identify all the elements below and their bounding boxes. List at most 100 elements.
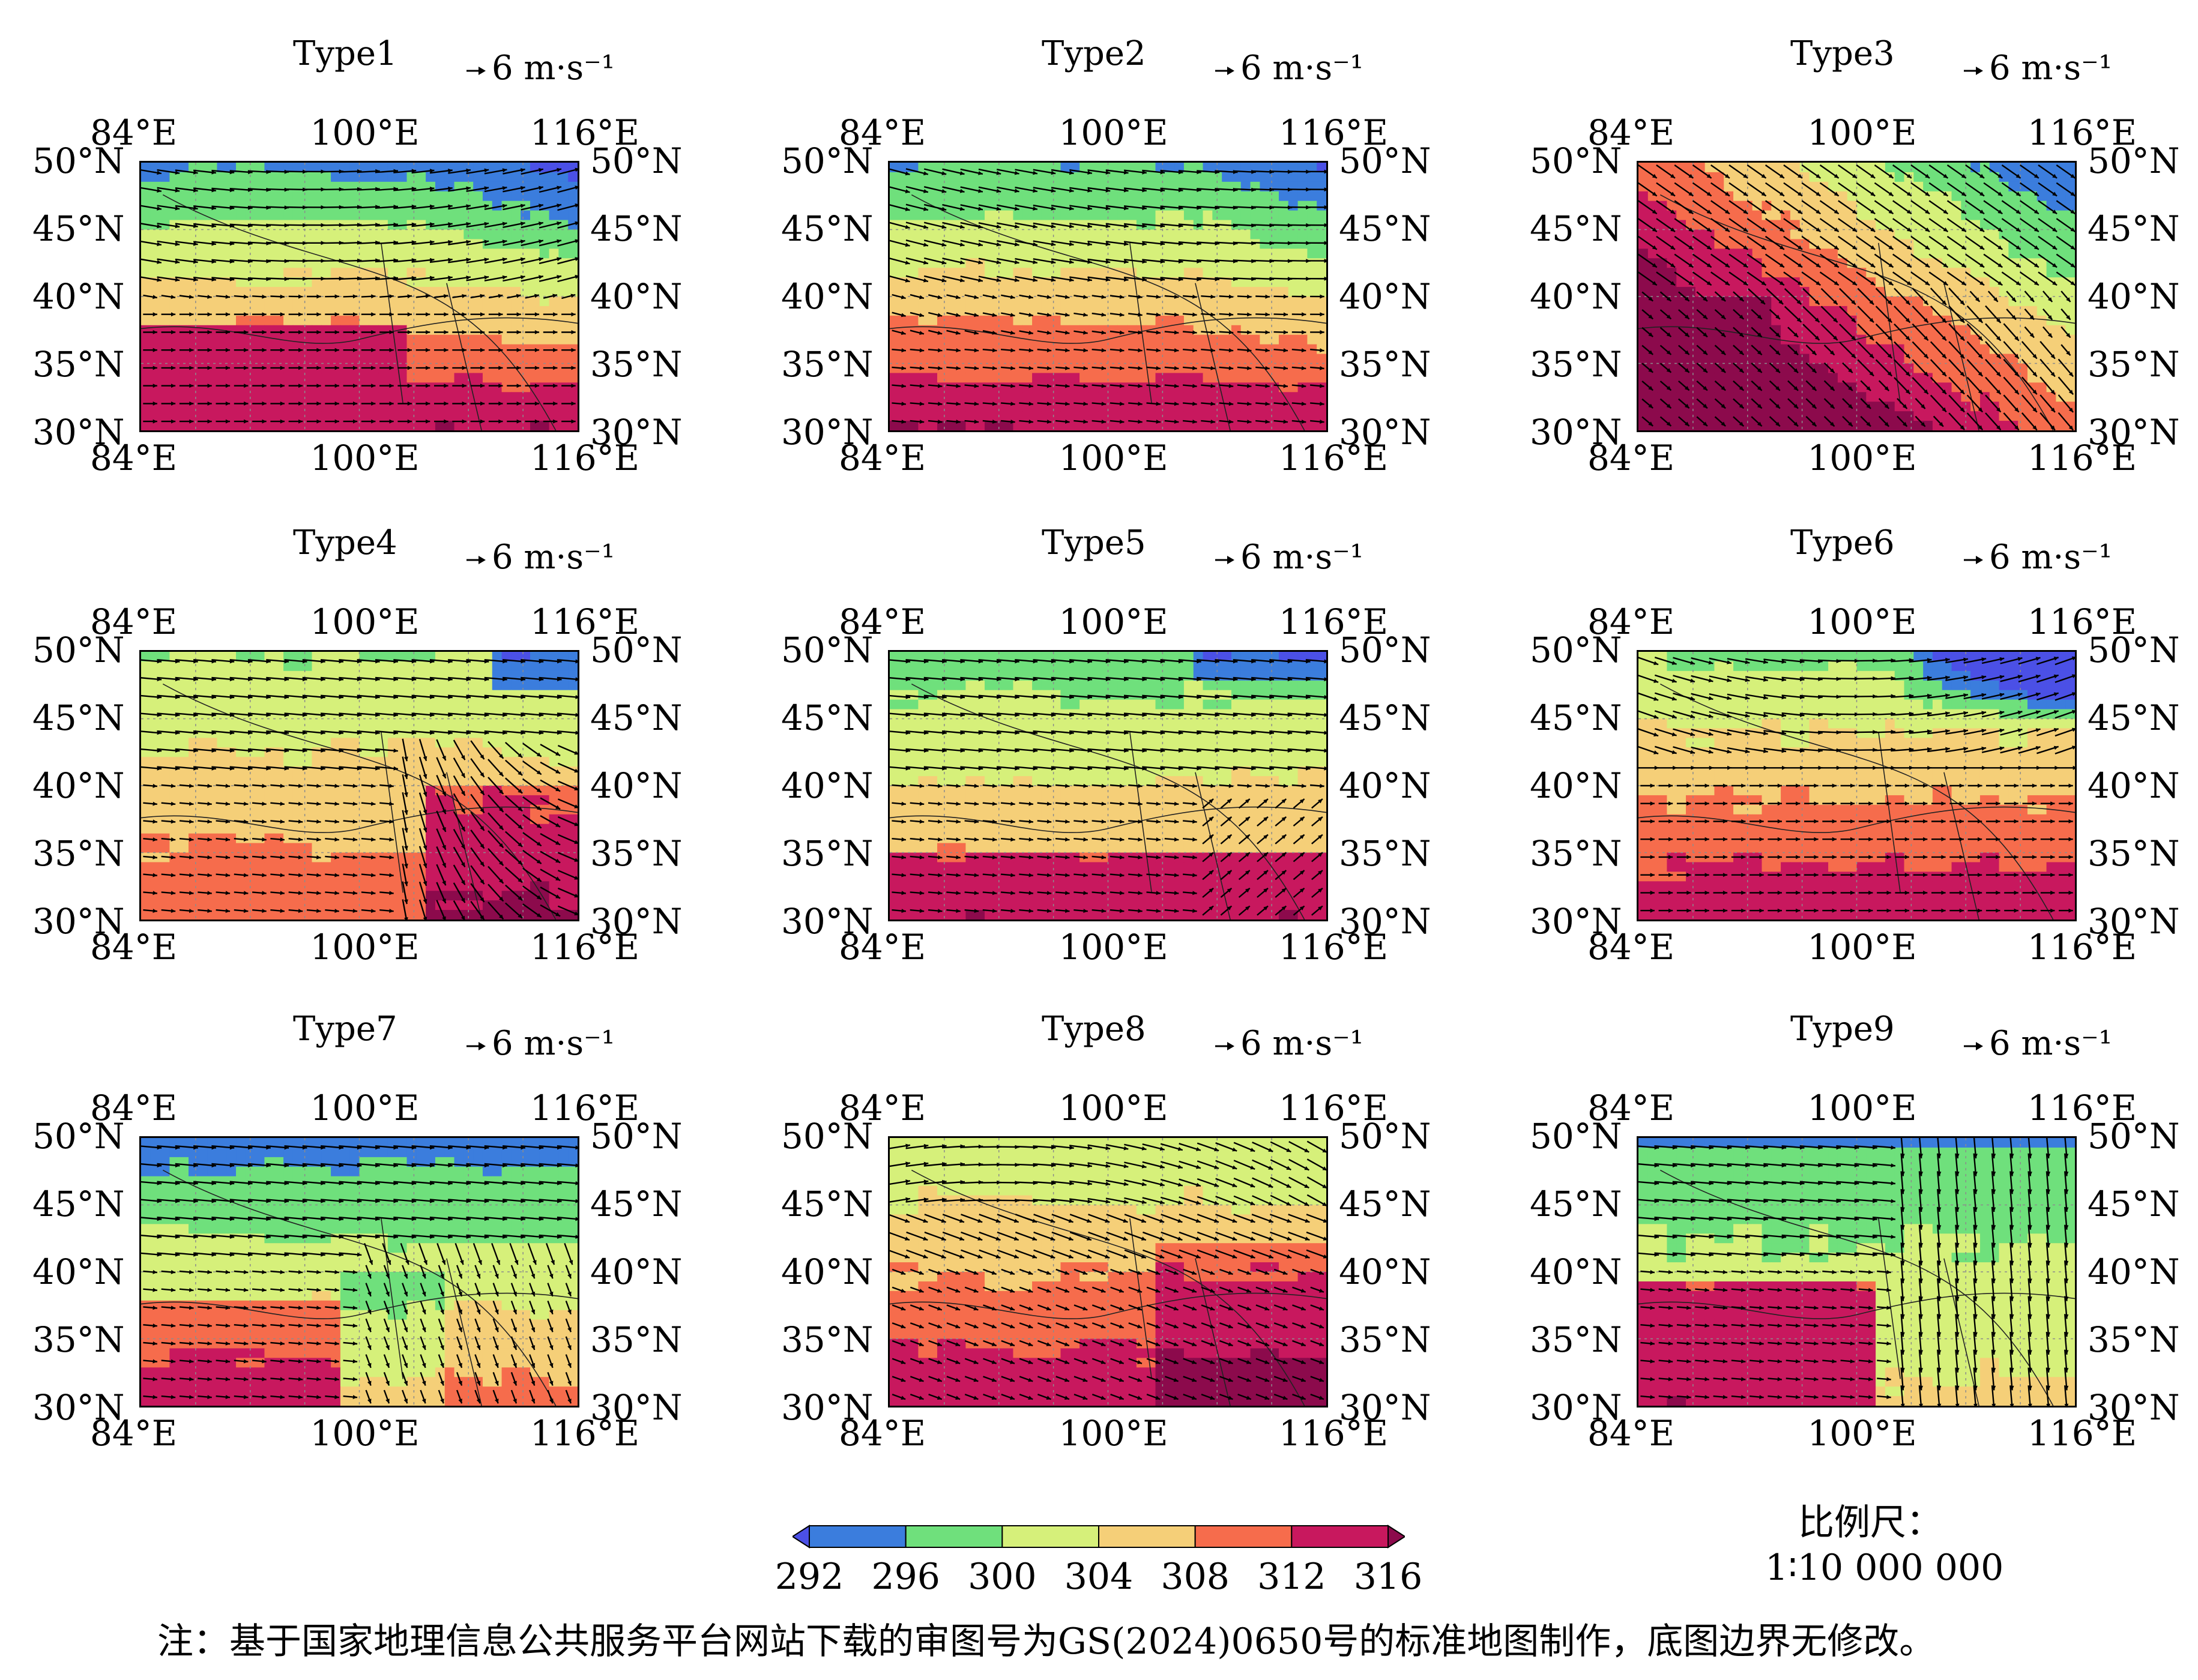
panel-title: Type6	[1790, 523, 1895, 562]
lat-tick-left: 30°N	[781, 1387, 874, 1428]
lat-tick-left: 40°N	[32, 276, 125, 317]
lat-tick-right: 40°N	[2088, 1251, 2180, 1292]
lat-tick-right: 30°N	[1339, 412, 1431, 453]
reference-arrow-icon	[1215, 66, 1234, 75]
lon-tick-top: 84°E	[90, 601, 178, 642]
reference-vector-label: 6 m·s⁻¹	[1240, 538, 1364, 577]
lat-tick-right: 40°N	[1339, 765, 1431, 806]
map-plot-area	[1637, 161, 2077, 432]
temperature-wind-field	[141, 163, 578, 430]
lon-tick-bottom: 84°E	[839, 1413, 926, 1454]
lon-tick-bottom: 116°E	[530, 438, 640, 478]
temperature-wind-field	[890, 1138, 1326, 1406]
colorbar-segment	[1098, 1525, 1196, 1548]
lat-tick-left: 35°N	[32, 1319, 125, 1360]
lat-tick-right: 50°N	[590, 140, 683, 181]
lat-tick-right: 30°N	[2088, 901, 2180, 942]
reference-arrow-icon	[1964, 66, 1983, 75]
lon-tick-bottom: 100°E	[1807, 1413, 1917, 1454]
lat-tick-left: 35°N	[781, 344, 874, 385]
reference-arrow-icon	[1215, 555, 1234, 564]
lon-tick-top: 116°E	[530, 601, 640, 642]
lat-tick-left: 45°N	[781, 208, 874, 249]
lon-tick-top: 116°E	[530, 1088, 640, 1128]
colorbar-under-triangle	[793, 1525, 810, 1549]
map-panel: Type9 6 m·s⁻¹ 84°E 84°E 100°E 100°E 116°E 116°E…	[1497, 999, 2198, 1480]
footnote: 注：基于国家地理信息公共服务平台网站下载的审图号为GS(2024)0650号的标…	[157, 1621, 1936, 1663]
lat-tick-left: 45°N	[781, 697, 874, 738]
lon-tick-bottom: 116°E	[1279, 927, 1389, 968]
lat-tick-left: 35°N	[1530, 833, 1622, 874]
lon-tick-top: 116°E	[2027, 112, 2137, 153]
lon-tick-top: 84°E	[1587, 601, 1675, 642]
map-plot-area	[139, 650, 579, 921]
lat-tick-left: 45°N	[32, 208, 125, 249]
lat-tick-left: 40°N	[1530, 765, 1622, 806]
panel-title: Type2	[1042, 34, 1146, 73]
lat-tick-right: 30°N	[590, 412, 683, 453]
scale-title: 比例尺：	[1798, 1502, 1942, 1544]
lat-tick-left: 50°N	[32, 140, 125, 181]
lat-tick-right: 50°N	[2088, 630, 2180, 670]
panel-title: Type8	[1042, 1010, 1146, 1049]
colorbar-label: 316	[1353, 1556, 1423, 1598]
map-panel: Type2 6 m·s⁻¹ 84°E 84°E 100°E 100°E 116°E 116°E…	[749, 24, 1493, 504]
lat-tick-left: 30°N	[781, 901, 874, 942]
reference-vector: 6 m·s⁻¹	[1214, 540, 1363, 576]
lon-tick-bottom: 100°E	[1807, 927, 1917, 968]
lat-tick-right: 35°N	[1339, 344, 1431, 385]
lat-tick-left: 30°N	[1530, 901, 1622, 942]
lat-tick-right: 45°N	[1339, 1184, 1431, 1224]
lat-tick-right: 35°N	[2088, 1319, 2180, 1360]
temperature-wind-field	[141, 652, 578, 920]
lat-tick-right: 30°N	[2088, 412, 2180, 453]
lon-tick-bottom: 116°E	[1279, 438, 1389, 478]
lon-tick-top: 84°E	[839, 601, 926, 642]
lon-tick-top: 84°E	[1587, 1088, 1675, 1128]
lat-tick-right: 35°N	[2088, 833, 2180, 874]
colorbar-over-triangle	[1387, 1525, 1405, 1549]
lat-tick-right: 50°N	[1339, 140, 1431, 181]
lat-tick-right: 40°N	[1339, 276, 1431, 317]
reference-vector: 6 m·s⁻¹	[1963, 50, 2112, 86]
lat-tick-right: 35°N	[590, 833, 683, 874]
colorbar-segment	[1001, 1525, 1100, 1548]
lon-tick-bottom: 100°E	[310, 438, 420, 478]
lat-tick-left: 30°N	[32, 412, 125, 453]
temperature-wind-field	[1638, 652, 2075, 920]
map-plot-area	[888, 650, 1328, 921]
lat-tick-left: 30°N	[781, 412, 874, 453]
lon-tick-top: 116°E	[2027, 1088, 2137, 1128]
lat-tick-right: 45°N	[590, 208, 683, 249]
lat-tick-right: 30°N	[2088, 1387, 2180, 1428]
colorbar	[793, 1525, 1405, 1549]
lat-tick-right: 35°N	[590, 344, 683, 385]
reference-vector-label: 6 m·s⁻¹	[492, 1024, 615, 1063]
lon-tick-bottom: 84°E	[1587, 1413, 1675, 1454]
lat-tick-left: 40°N	[1530, 1251, 1622, 1292]
map-panel: Type4 6 m·s⁻¹ 84°E 84°E 100°E 100°E 116°E 116°E…	[0, 513, 744, 993]
lon-tick-bottom: 84°E	[90, 927, 178, 968]
lat-tick-left: 40°N	[781, 765, 874, 806]
lat-tick-left: 50°N	[1530, 630, 1622, 670]
reference-vector: 6 m·s⁻¹	[465, 1026, 615, 1062]
lon-tick-bottom: 84°E	[90, 438, 178, 478]
lon-tick-bottom: 84°E	[1587, 438, 1675, 478]
temperature-wind-field	[1638, 1138, 2075, 1406]
lon-tick-top: 100°E	[310, 601, 420, 642]
lat-tick-right: 40°N	[1339, 1251, 1431, 1292]
reference-vector: 6 m·s⁻¹	[1963, 1026, 2112, 1062]
lat-tick-left: 35°N	[781, 833, 874, 874]
lat-tick-right: 30°N	[1339, 901, 1431, 942]
colorbar-segment	[905, 1525, 1003, 1548]
lon-tick-bottom: 100°E	[310, 927, 420, 968]
reference-vector: 6 m·s⁻¹	[1214, 1026, 1363, 1062]
reference-arrow-icon	[1215, 1041, 1234, 1050]
map-plot-area	[139, 161, 579, 432]
lat-tick-right: 50°N	[2088, 1116, 2180, 1157]
lat-tick-left: 45°N	[1530, 697, 1622, 738]
reference-vector: 6 m·s⁻¹	[465, 540, 615, 576]
lat-tick-right: 35°N	[1339, 1319, 1431, 1360]
lon-tick-bottom: 100°E	[1058, 1413, 1168, 1454]
lon-tick-top: 116°E	[1279, 601, 1389, 642]
